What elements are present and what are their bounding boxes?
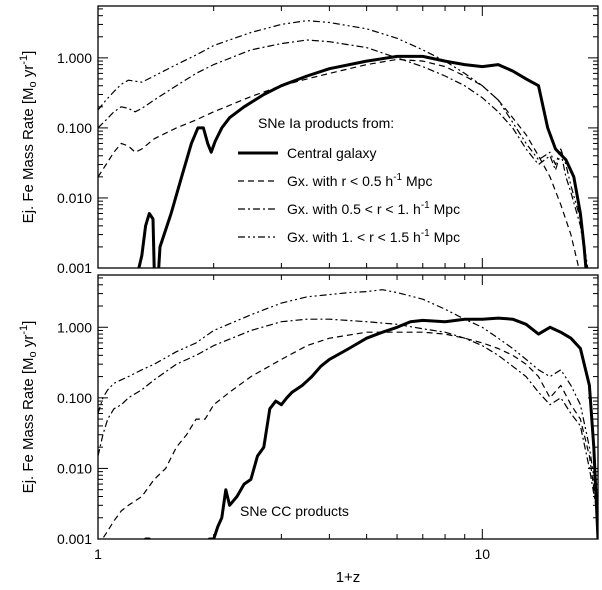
- top-series-r05_1: [98, 39, 588, 268]
- top-ytick-label: 0.100: [57, 120, 92, 136]
- top-y-axis-label: Ej. Fe Mass Rate [Mo yr-1]: [18, 51, 39, 224]
- bottom-series-r05_1: [98, 318, 598, 518]
- top-series-group: [98, 20, 589, 268]
- top-series-central: [137, 54, 588, 268]
- bottom-panel-frame: [97, 274, 599, 540]
- bottom-ytick-label: 0.010: [57, 460, 92, 476]
- legend-label-r05: Gx. with r < 0.5 h-1 Mpc: [287, 172, 432, 189]
- legend: Central galaxy Gx. with r < 0.5 h-1 Mpc Gx…: [238, 145, 460, 245]
- legend-label-r05_1: Gx. with 0.5 < r < 1. h-1 Mpc: [287, 200, 460, 217]
- top-panel-frame: [97, 5, 599, 269]
- top-annotation: SNe Ia products from:: [258, 115, 394, 131]
- x-axis-label: 1+z: [336, 569, 361, 586]
- top-panel: 0.001 0.010 0.100 1.000 SNe Ia products fro…: [18, 5, 599, 276]
- legend-label-central: Central galaxy: [287, 145, 377, 161]
- bottom-xtick-label: 10: [475, 546, 491, 562]
- bottom-ytick-label: 0.100: [57, 390, 92, 406]
- bottom-ytick-label: 1.000: [57, 319, 92, 335]
- bottom-series-r1_15: [98, 289, 598, 506]
- bottom-ytick-label: 0.001: [57, 531, 92, 547]
- top-axis-ticks: 0.001 0.010 0.100 1.000: [57, 6, 599, 276]
- top-ytick-label: 0.001: [57, 260, 92, 276]
- bottom-annotation: SNe CC products: [240, 503, 349, 519]
- top-ytick-label: 1.000: [57, 50, 92, 66]
- bottom-y-axis-label: Ej. Fe Mass Rate [Mo yr-1]: [18, 321, 39, 494]
- bottom-series-r05: [101, 331, 598, 539]
- bottom-series-group: [98, 289, 598, 539]
- top-series-r05: [98, 58, 580, 268]
- top-series-r1_15: [98, 20, 589, 268]
- bottom-xtick-label: 1: [94, 546, 102, 562]
- bottom-axis-ticks: 0.001 0.010 0.100 1.000 1 10: [57, 275, 599, 562]
- legend-label-r1_15: Gx. with 1. < r < 1.5 h-1 Mpc: [287, 228, 460, 245]
- bottom-series-central: [143, 316, 598, 539]
- top-ytick-label: 0.010: [57, 190, 92, 206]
